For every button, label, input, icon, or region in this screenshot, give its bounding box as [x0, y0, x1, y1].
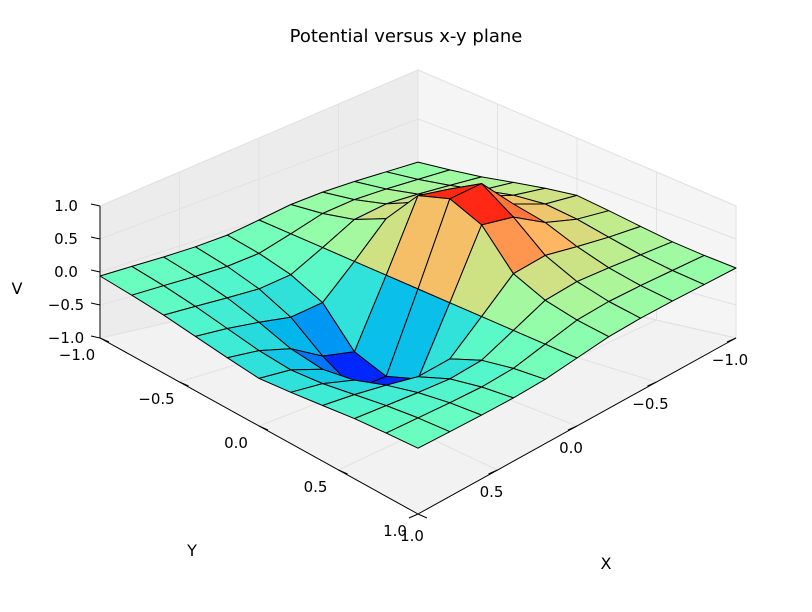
y-tick-label: 0.5: [304, 478, 328, 496]
x-tick-mark: [408, 513, 419, 519]
y-axis-label: Y: [186, 541, 197, 560]
surface-facet: [385, 417, 451, 449]
x-axis-label: X: [601, 554, 612, 573]
x-tick-label: −0.5: [632, 395, 668, 413]
z-tick-mark: [90, 269, 101, 273]
x-tick-label: 0.0: [559, 439, 583, 457]
z-tick-label: 1.0: [54, 197, 78, 215]
x-tick-mark: [567, 425, 578, 431]
x-tick-label: 0.5: [480, 483, 504, 501]
x-tick-mark: [647, 381, 657, 387]
chart-title: Potential versus x-y plane: [290, 26, 523, 47]
x-tick-mark: [488, 469, 498, 475]
z-tick-label: −1.0: [48, 329, 84, 347]
z-grid-line: [99, 118, 737, 240]
z-tick-label: 0.0: [54, 263, 78, 281]
surface-mesh: [99, 161, 737, 449]
z-grid-line: [99, 69, 737, 207]
y-tick-label: 1.0: [383, 522, 407, 540]
z-tick-mark: [90, 335, 101, 339]
z-tick-mark: [90, 203, 101, 207]
y-tick-mark: [258, 425, 269, 431]
y-tick-mark: [99, 337, 110, 343]
x-tick-label: 1.0: [400, 527, 424, 545]
y-tick-label: 0.0: [224, 434, 248, 452]
y-tick-mark: [417, 513, 428, 519]
y-tick-mark: [338, 469, 348, 475]
tick-labels: −1.0 −0.5 0.0 0.5 1.0 −1.0 −0.5 0.0 0.5 1.0 −1.0 −0…: [48, 197, 748, 545]
z-axis-label: V: [12, 279, 23, 298]
z-tick-mark: [90, 236, 101, 240]
x-tick-mark: [726, 337, 737, 343]
z-tick-label: −0.5: [48, 296, 84, 314]
y-tick-mark: [179, 381, 189, 387]
y-tick-label: −0.5: [138, 390, 174, 408]
z-tick-mark: [90, 302, 101, 306]
x-tick-label: −1.0: [712, 351, 748, 369]
z-tick-label: 0.5: [54, 230, 78, 248]
y-tick-label: −1.0: [59, 346, 95, 364]
